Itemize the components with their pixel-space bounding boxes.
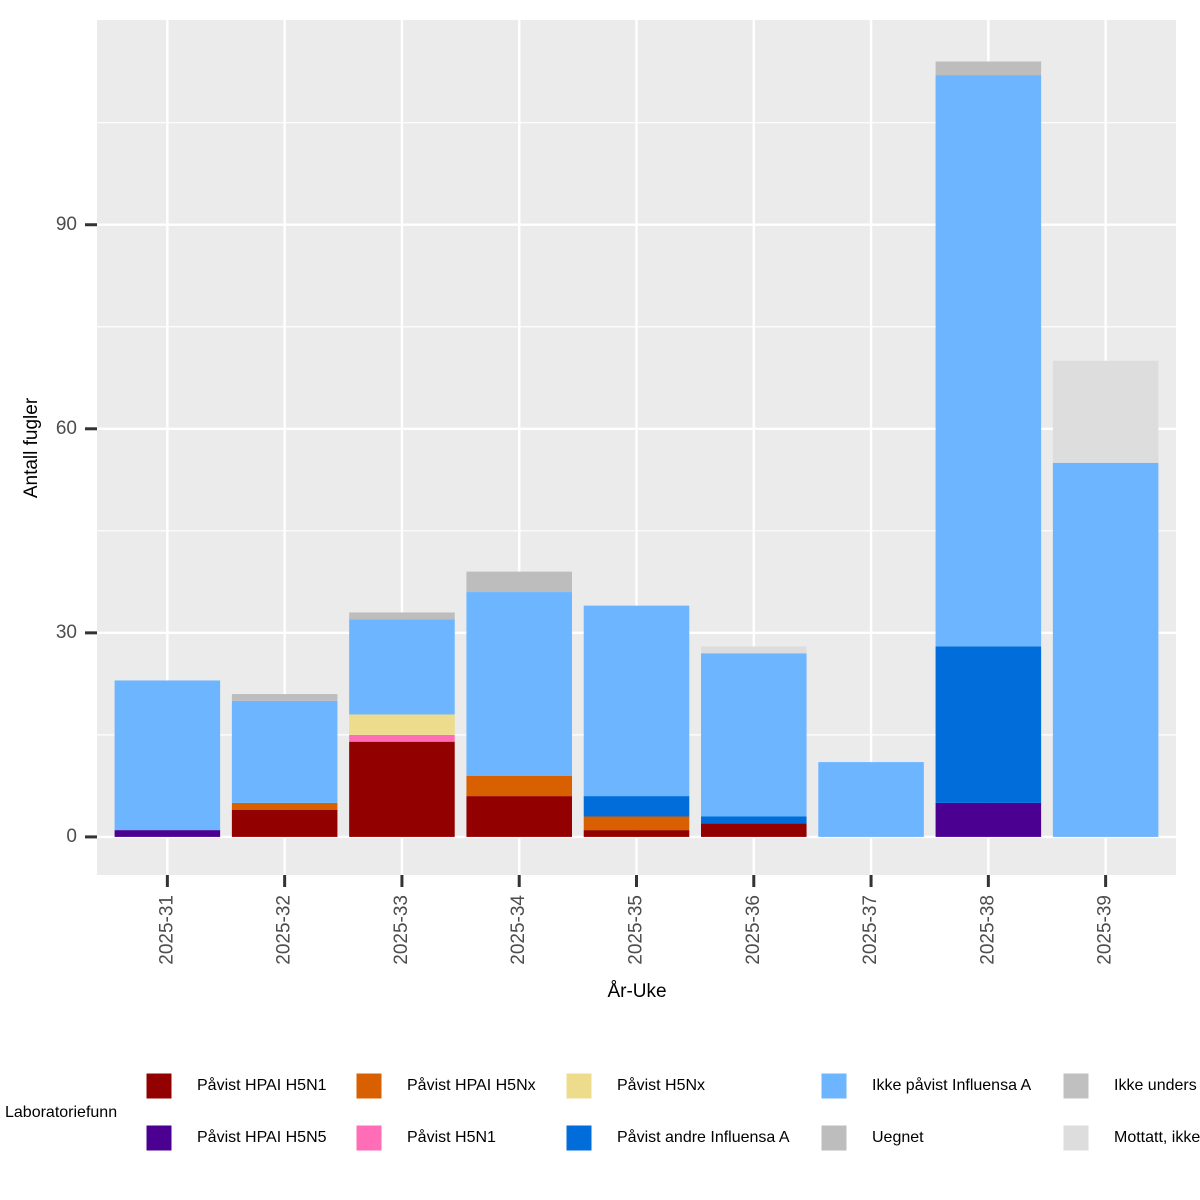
- bar-segment: [466, 592, 572, 776]
- bar-segment: [349, 612, 455, 620]
- bar-segment: [583, 605, 690, 797]
- bar-segment: [583, 796, 690, 817]
- legend-label: Påvist HPAI H5N5: [197, 1128, 327, 1146]
- legend-key: [145, 1072, 173, 1100]
- x-tick-label: 2025-33: [391, 895, 412, 965]
- bar-segment: [231, 694, 338, 701]
- x-tick-label: 2025-34: [508, 895, 529, 965]
- y-tick-label: 0: [66, 826, 77, 847]
- bar-segment: [701, 646, 807, 654]
- legend-title: Laboratoriefunn: [5, 1104, 117, 1121]
- bar-segment: [818, 762, 924, 837]
- legend-key: [1062, 1124, 1090, 1152]
- bar-segment: [349, 714, 455, 735]
- bar-segment: [114, 830, 221, 837]
- legend-label: Påvist andre Influensa A: [617, 1128, 790, 1146]
- bar-segment: [231, 809, 338, 837]
- legend-key: [355, 1124, 383, 1152]
- x-tick-label: 2025-31: [156, 895, 177, 965]
- bar-segment: [114, 680, 221, 831]
- legend-key: [820, 1124, 848, 1152]
- legend-label: Påvist H5Nx: [617, 1076, 705, 1094]
- legend-label: Ikke unders: [1114, 1077, 1197, 1094]
- bar-segment: [935, 802, 1042, 837]
- legend-label: Uegnet: [872, 1129, 924, 1146]
- y-tick-label: 30: [56, 622, 77, 643]
- bar-segment: [701, 816, 807, 824]
- bar-segment: [349, 741, 455, 837]
- bar-segment: [1052, 462, 1159, 837]
- legend-label: Påvist HPAI H5N1: [197, 1076, 327, 1094]
- x-tick-label: 2025-32: [274, 895, 295, 965]
- bar-segment: [701, 823, 807, 837]
- bar-segment: [935, 646, 1042, 803]
- legend-key: [565, 1072, 593, 1100]
- legend-key: [355, 1072, 383, 1100]
- bar-segment: [935, 75, 1042, 647]
- legend-label: Mottatt, ikke: [1114, 1129, 1200, 1146]
- bar-segment: [466, 775, 572, 797]
- legend-key: [820, 1072, 848, 1100]
- bar-segment: [583, 816, 690, 831]
- bar-segment: [935, 61, 1042, 76]
- bar-segment: [231, 802, 338, 810]
- y-axis-title: Antall fugler: [21, 397, 42, 498]
- bar-segment: [349, 734, 455, 742]
- legend-key: [145, 1124, 173, 1152]
- x-tick-label: 2025-38: [977, 895, 998, 965]
- y-tick-label: 60: [56, 418, 77, 439]
- bar-segment: [1052, 360, 1159, 463]
- bar-segment: [231, 700, 338, 803]
- y-tick-label: 90: [56, 214, 77, 235]
- x-tick-label: 2025-37: [860, 895, 881, 965]
- bar-segment: [583, 830, 690, 837]
- x-axis-title: År-Uke: [607, 981, 666, 1002]
- bar-segment: [349, 619, 455, 715]
- x-tick-label: 2025-36: [743, 895, 764, 965]
- legend-key: [1062, 1072, 1090, 1100]
- legend-label: Påvist H5N1: [407, 1128, 496, 1146]
- legend-label: Påvist HPAI H5Nx: [407, 1076, 536, 1094]
- bar-segment: [701, 653, 807, 817]
- bar-segment: [466, 796, 572, 837]
- x-tick-label: 2025-35: [626, 895, 647, 965]
- x-tick-label: 2025-39: [1095, 895, 1116, 965]
- legend-label: Ikke påvist Influensa A: [872, 1076, 1032, 1094]
- bar-segment: [466, 571, 572, 593]
- legend-key: [565, 1124, 593, 1152]
